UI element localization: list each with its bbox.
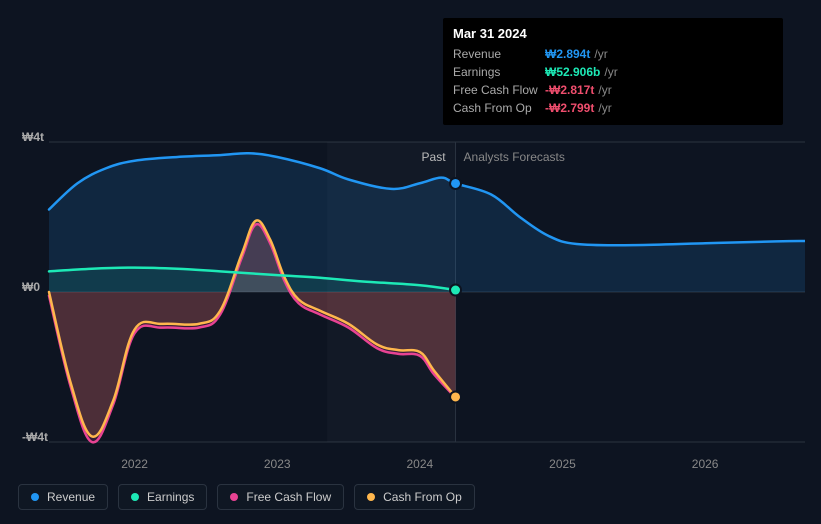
tooltip-metric-unit: /yr	[594, 45, 607, 63]
tooltip-metric-unit: /yr	[598, 99, 611, 117]
tooltip-metric-value: -₩2.817t	[545, 81, 594, 99]
tooltip-metric-value: ₩2.894t	[545, 45, 590, 63]
tooltip-row: Free Cash Flow-₩2.817t/yr	[453, 81, 773, 99]
tooltip-row: Cash From Op-₩2.799t/yr	[453, 99, 773, 117]
tooltip-metric-value: ₩52.906b	[545, 63, 600, 81]
x-axis-tick-label: 2025	[549, 457, 576, 471]
legend-dot-icon	[230, 493, 238, 501]
tooltip-metric-label: Cash From Op	[453, 99, 545, 117]
legend-item-cash-from-op[interactable]: Cash From Op	[354, 484, 475, 510]
tooltip-metric-label: Revenue	[453, 45, 545, 63]
hover-tooltip: Mar 31 2024 Revenue₩2.894t/yrEarnings₩52…	[443, 18, 783, 125]
tooltip-metric-value: -₩2.799t	[545, 99, 594, 117]
legend-label: Earnings	[147, 490, 194, 504]
tooltip-row: Revenue₩2.894t/yr	[453, 45, 773, 63]
legend-label: Free Cash Flow	[246, 490, 331, 504]
x-axis-tick-label: 2023	[264, 457, 291, 471]
tooltip-date: Mar 31 2024	[453, 26, 773, 41]
legend-item-free-cash-flow[interactable]: Free Cash Flow	[217, 484, 344, 510]
x-axis-tick-label: 2026	[692, 457, 719, 471]
legend-dot-icon	[31, 493, 39, 501]
y-axis-tick-label: -₩4t	[22, 430, 48, 444]
legend-dot-icon	[131, 493, 139, 501]
tooltip-metric-unit: /yr	[598, 81, 611, 99]
tooltip-metric-label: Earnings	[453, 63, 545, 81]
x-axis-tick-label: 2024	[407, 457, 434, 471]
legend-dot-icon	[367, 493, 375, 501]
y-axis-tick-label: ₩0	[22, 280, 40, 294]
y-axis-tick-label: ₩4t	[22, 130, 44, 144]
x-axis-tick-label: 2022	[121, 457, 148, 471]
forecast-label: Analysts Forecasts	[464, 150, 565, 164]
legend-item-revenue[interactable]: Revenue	[18, 484, 108, 510]
legend-label: Revenue	[47, 490, 95, 504]
past-label: Past	[422, 150, 446, 164]
tooltip-metric-label: Free Cash Flow	[453, 81, 545, 99]
tooltip-metric-unit: /yr	[604, 63, 617, 81]
legend-item-earnings[interactable]: Earnings	[118, 484, 207, 510]
legend: Revenue Earnings Free Cash Flow Cash From O…	[18, 484, 475, 510]
legend-label: Cash From Op	[383, 490, 462, 504]
tooltip-row: Earnings₩52.906b/yr	[453, 63, 773, 81]
